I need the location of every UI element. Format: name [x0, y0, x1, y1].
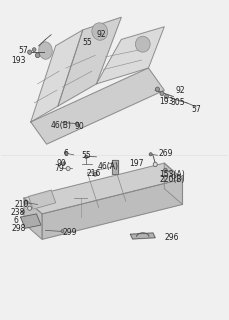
Text: 79: 79 — [54, 164, 64, 173]
Ellipse shape — [28, 50, 32, 54]
Text: 197: 197 — [129, 159, 143, 168]
Ellipse shape — [155, 87, 160, 92]
Polygon shape — [130, 233, 155, 239]
Polygon shape — [58, 17, 121, 106]
Ellipse shape — [61, 230, 64, 233]
Text: 298: 298 — [11, 224, 26, 233]
Ellipse shape — [135, 36, 150, 52]
Polygon shape — [24, 163, 182, 214]
Polygon shape — [24, 198, 42, 239]
Ellipse shape — [164, 168, 167, 172]
Ellipse shape — [39, 42, 52, 59]
Text: 153(A): 153(A) — [159, 170, 185, 179]
Text: 193: 193 — [159, 97, 174, 106]
Ellipse shape — [21, 210, 25, 213]
Polygon shape — [31, 30, 83, 122]
Text: 305: 305 — [171, 99, 185, 108]
Polygon shape — [29, 190, 56, 209]
Ellipse shape — [35, 53, 40, 58]
Ellipse shape — [28, 206, 32, 210]
Text: 238: 238 — [10, 208, 25, 217]
Polygon shape — [112, 160, 118, 174]
Text: 92: 92 — [175, 86, 185, 95]
Polygon shape — [42, 179, 182, 239]
Ellipse shape — [93, 172, 97, 176]
Ellipse shape — [85, 155, 88, 158]
Text: 193: 193 — [11, 56, 26, 65]
Text: 55: 55 — [81, 151, 91, 160]
Ellipse shape — [160, 91, 164, 96]
Ellipse shape — [63, 162, 66, 164]
Text: 220(B): 220(B) — [159, 174, 185, 184]
Polygon shape — [31, 68, 164, 144]
Text: 57: 57 — [18, 46, 28, 55]
Ellipse shape — [24, 200, 28, 204]
Ellipse shape — [32, 48, 36, 52]
Ellipse shape — [164, 94, 169, 99]
Text: 269: 269 — [158, 149, 173, 158]
Ellipse shape — [65, 152, 67, 155]
Ellipse shape — [149, 153, 152, 156]
Text: 46(A): 46(A) — [97, 162, 118, 171]
Polygon shape — [164, 163, 182, 204]
Text: 46(B): 46(B) — [51, 121, 72, 130]
Text: 216: 216 — [87, 169, 101, 178]
Ellipse shape — [92, 23, 108, 40]
Text: 90: 90 — [57, 159, 66, 168]
Text: 296: 296 — [165, 233, 180, 242]
Text: 55: 55 — [82, 38, 92, 47]
Text: 6: 6 — [14, 216, 19, 225]
Ellipse shape — [76, 122, 79, 125]
Ellipse shape — [172, 174, 176, 179]
Text: 92: 92 — [96, 30, 106, 39]
Ellipse shape — [153, 162, 157, 167]
Text: 6: 6 — [63, 149, 68, 158]
Polygon shape — [21, 214, 41, 228]
Text: 57: 57 — [191, 105, 201, 114]
Text: 299: 299 — [62, 228, 76, 237]
Text: 210: 210 — [15, 200, 29, 209]
Ellipse shape — [66, 166, 70, 171]
Polygon shape — [96, 27, 164, 84]
Text: 90: 90 — [75, 122, 84, 131]
